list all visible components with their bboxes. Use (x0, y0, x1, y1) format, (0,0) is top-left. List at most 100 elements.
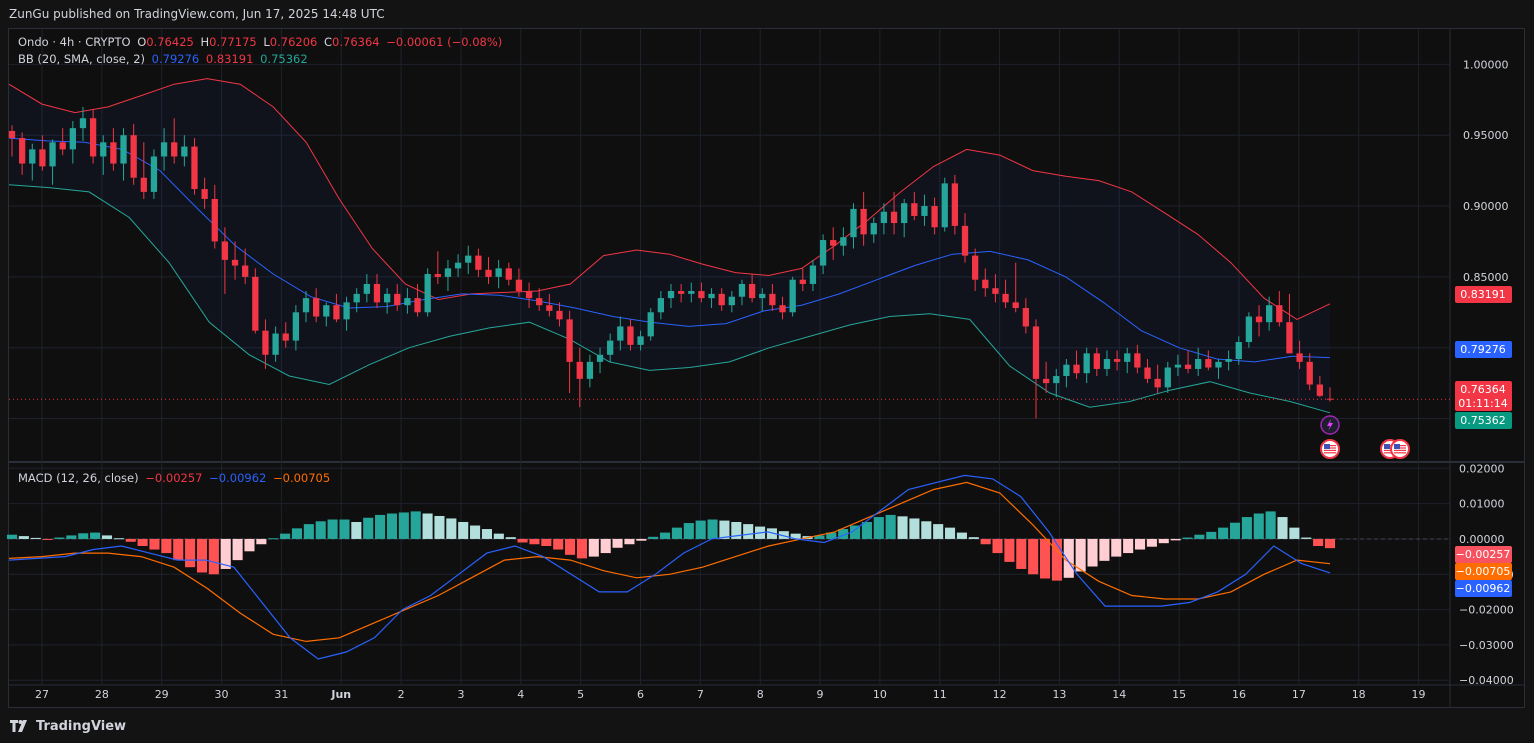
macd-hist-bar (208, 538, 219, 575)
candle-body (1276, 305, 1283, 323)
lightning-event-icon (1320, 415, 1340, 435)
macd-hist-bar (707, 519, 718, 539)
symbol-label[interactable]: Ondo · 4h · CRYPTO (18, 35, 131, 49)
macd-hist-bar (1253, 513, 1264, 539)
macd-hist-bar (30, 537, 41, 539)
candle-body (1164, 367, 1171, 388)
bb-upper-line (8, 78, 1331, 320)
candle-body (698, 291, 705, 299)
x-tick-label: 5 (577, 688, 584, 701)
macd-hist-bar (470, 525, 481, 539)
price-tick-label: 0.90000 (1463, 200, 1509, 213)
macd-hist-bar (6, 534, 18, 539)
macd-hist-bar (1087, 538, 1098, 567)
footer-brand[interactable]: TradingView (10, 716, 126, 736)
macd-hist-bar (861, 521, 872, 539)
macd-label[interactable]: MACD (12, 26, close) (18, 471, 139, 485)
tradingview-logo-icon (10, 720, 27, 732)
candle-body (1144, 367, 1151, 379)
candle-body (353, 293, 360, 303)
macd-hist-bar (719, 520, 730, 539)
badge-text: −0.00257 (1456, 548, 1511, 561)
change-value: −0.00061 (−0.08%) (386, 35, 503, 49)
candle-body (1103, 359, 1111, 369)
macd-hist-bar (1004, 538, 1015, 562)
x-tick-label: 7 (697, 688, 704, 701)
x-tick-label: 11 (933, 688, 947, 701)
macd-hist-bar (873, 517, 884, 539)
candle-body (69, 128, 76, 150)
macd-hist-bar (1277, 517, 1288, 539)
candle-body (921, 206, 928, 216)
candle-body (870, 223, 877, 235)
macd-hist-bar (541, 538, 552, 547)
chart-frame (8, 28, 1525, 708)
candle-body (525, 291, 533, 299)
macd-hist-bar (1158, 538, 1169, 544)
candle-body (830, 240, 837, 246)
macd-hist-bar (1229, 522, 1241, 539)
candle-body (637, 336, 644, 345)
candle-body (404, 298, 411, 306)
candle-body (961, 225, 969, 256)
candle-body (171, 142, 178, 157)
x-tick-label: 2 (398, 688, 405, 701)
macd-hist-bar (351, 521, 362, 539)
candle-body (546, 305, 553, 311)
candle-body (1053, 376, 1060, 384)
macd-tick-label: −0.03000 (1459, 639, 1514, 652)
macd-hist-bar (1265, 511, 1276, 539)
candle-body (140, 177, 147, 192)
macd-hist-bar (600, 538, 611, 554)
x-tick-label: 10 (873, 688, 887, 701)
candle-body (931, 206, 938, 228)
candle-body (1215, 361, 1222, 368)
x-tick-label: 15 (1172, 688, 1186, 701)
macd-line-value: −0.00962 (209, 471, 267, 485)
macd-line (8, 474, 1331, 660)
bb-mid-line (8, 137, 1331, 363)
candle-body (779, 305, 786, 313)
macd-hist-bar (731, 521, 742, 539)
macd-hist-bar (505, 537, 516, 539)
price-tick-label: 1.00000 (1463, 58, 1509, 71)
x-tick-label: 4 (517, 688, 524, 701)
candle-body (799, 279, 806, 284)
candle-body (252, 276, 259, 331)
candle-body (596, 354, 604, 362)
x-tick-label: 9 (817, 688, 824, 701)
macd-hist-bar (291, 528, 303, 539)
macd-hist-bar (161, 538, 172, 554)
candle-body (444, 268, 452, 277)
macd-hist-bar (434, 515, 445, 539)
macd-hist-bar (256, 538, 267, 545)
candle-body (1022, 308, 1029, 327)
candle-body (1205, 359, 1212, 368)
candle-body (211, 198, 218, 242)
candle-body (120, 135, 127, 164)
candle-body (414, 298, 421, 313)
candle-body (29, 149, 36, 164)
candle-body (627, 326, 634, 345)
open-value: 0.76425 (146, 35, 194, 49)
x-tick-label: 18 (1352, 688, 1366, 701)
macd-hist-bar (1111, 538, 1122, 557)
candle-body (607, 340, 614, 355)
candle-body (201, 189, 208, 199)
candle-body (677, 291, 685, 294)
bb-label[interactable]: BB (20, SMA, close, 2) (18, 52, 145, 66)
macd-hist-bar (339, 519, 350, 539)
candle-body (789, 279, 796, 313)
candle-body (536, 298, 543, 306)
candle-body (708, 293, 715, 299)
macd-hist-bar (78, 533, 89, 539)
macd-hist-bar (980, 538, 991, 545)
macd-hist-bar (185, 538, 196, 568)
candle-body (1154, 378, 1161, 388)
candle-body (1286, 322, 1293, 354)
macd-tick-label: 0.02000 (1459, 462, 1505, 475)
candle-body (1174, 364, 1182, 368)
macd-tick-label: −0.04000 (1459, 674, 1514, 687)
candle-body (1306, 361, 1313, 385)
